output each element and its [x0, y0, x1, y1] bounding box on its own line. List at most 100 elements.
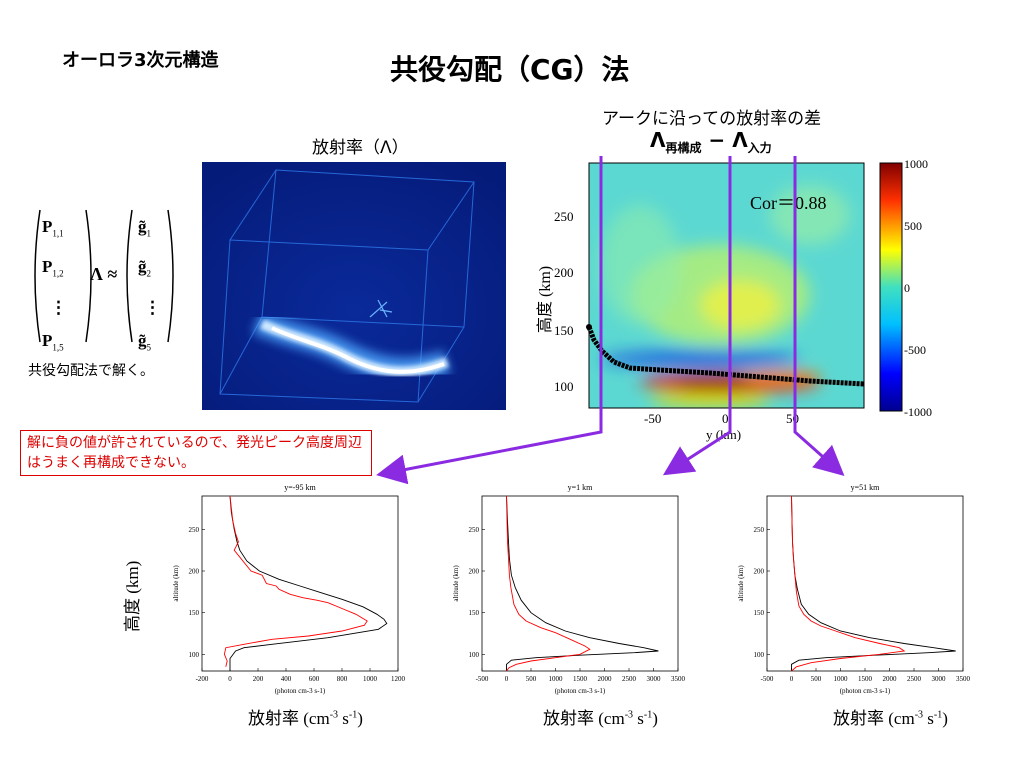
minus-sign: − [701, 128, 733, 152]
g-entry: g̃1 [138, 217, 151, 239]
plot-frame [481, 495, 679, 672]
emission-unit-2: 放射率 (cm-3 s-1) [543, 709, 658, 728]
x-tick-label: 200 [253, 675, 264, 683]
topic-heading: オーロラ3次元構造 [62, 50, 219, 71]
profile-line-red [791, 495, 906, 672]
correlation-text: Cor＝0.88 [750, 193, 827, 213]
xtick: 50 [786, 411, 799, 426]
map-ylabel: 高度 (km) [536, 266, 554, 333]
profile-line-black [229, 495, 388, 671]
x-tick-label: 500 [526, 675, 537, 683]
y-tick-label: 250 [189, 526, 200, 534]
x-tick-label: 1000 [363, 675, 378, 683]
plot-frame [766, 495, 964, 672]
difference-map: 250 200 150 100 -50 0 50 y (km) Cor＝0.88… [536, 157, 932, 442]
profile-chart-3: y=51 km -500 0 500 1000 1500 2000 2500 3000 3500 1… [737, 483, 971, 695]
y-axis-label: altitude (km) [737, 565, 745, 602]
x-tick-label: -200 [196, 675, 209, 683]
warning-note: 解に負の値が許されているので、発光ピーク高度周辺はうまく再構成できない。 [20, 430, 372, 476]
x-tick-label: 400 [281, 675, 292, 683]
p-entry: ⋮ [50, 297, 67, 317]
g-vector: g̃1 g̃2 ⋮ g̃5 [138, 210, 161, 364]
xtick: 0 [722, 411, 729, 426]
colorbar-tick: 1000 [904, 157, 928, 171]
colorbar-tick: 0 [904, 281, 910, 295]
lambda-symbol-2: Λ [732, 128, 748, 152]
x-tick-label: 1200 [391, 675, 406, 683]
x-tick-label: 3000 [647, 675, 662, 683]
ytick: 200 [554, 265, 574, 280]
g-entry: ⋮ [144, 297, 161, 317]
profile-line-red [506, 495, 591, 672]
x-tick-label: -500 [476, 675, 489, 683]
matrix-equation: P1,1 P1,2 ⋮ P1,5 Λ ≈ g̃1 g̃2 ⋮ g̃5 [28, 206, 178, 352]
chart-title: y=1 km [568, 483, 594, 492]
colorbar-tick: -500 [904, 343, 926, 357]
emission-label: 放射率（Λ） [312, 138, 409, 158]
equation-brackets [34, 209, 174, 343]
p-entry: P1,1 [42, 217, 64, 239]
profile-line-red [223, 495, 368, 667]
ytick: 250 [554, 209, 574, 224]
x-tick-label: 500 [811, 675, 822, 683]
colorbar [879, 162, 903, 412]
y-tick-label: 150 [189, 609, 200, 617]
profile-line-black [506, 495, 659, 671]
x-tick-label: 3000 [932, 675, 947, 683]
ytick: 150 [554, 323, 574, 338]
y-tick-label: 200 [189, 568, 200, 576]
x-tick-label: 1000 [834, 675, 849, 683]
map-xlabel: y (km) [706, 427, 741, 442]
chart-title: y=51 km [851, 483, 881, 492]
p-entry: P1,5 [42, 330, 64, 353]
colorbar-tick: -1000 [904, 405, 932, 419]
lambda-operator: Λ ≈ [90, 264, 118, 284]
g-entry: g̃2 [138, 257, 151, 279]
x-axis-label: (photon cm-3 s-1) [555, 687, 606, 695]
x-tick-label: 1500 [573, 675, 588, 683]
plot-frame [201, 495, 399, 672]
y-tick-label: 100 [189, 651, 200, 659]
p-vector: P1,1 P1,2 ⋮ P1,5 [42, 210, 67, 364]
y-tick-label: 150 [469, 609, 480, 617]
x-tick-label: 2000 [598, 675, 613, 683]
y-tick-label: 150 [754, 609, 765, 617]
altitude-label: 高度 (km) [123, 560, 142, 632]
x-tick-label: 0 [228, 675, 232, 683]
x-tick-label: 1500 [858, 675, 873, 683]
aurora-3d-image [202, 162, 506, 410]
y-axis-label: altitude (km) [452, 565, 460, 602]
x-tick-label: 3500 [956, 675, 971, 683]
x-axis-label: (photon cm-3 s-1) [840, 687, 891, 695]
slide-title: 共役勾配（CG）法 [390, 53, 630, 86]
x-tick-label: 600 [309, 675, 320, 683]
lambda-symbol: Λ [650, 128, 666, 152]
xtick: -50 [644, 411, 661, 426]
x-tick-label: 2500 [907, 675, 922, 683]
x-tick-label: 2500 [622, 675, 637, 683]
profile-chart-1: y=-95 km -200 0 200 400 600 800 1000 1200 100 150 2… [172, 483, 406, 695]
emission-unit-1: 放射率 (cm-3 s-1) [248, 709, 363, 728]
input-sub: 入力 [747, 141, 772, 155]
y-tick-label: 250 [754, 526, 765, 534]
x-tick-label: 800 [337, 675, 348, 683]
y-tick-label: 250 [469, 526, 480, 534]
p-entry: P1,2 [42, 257, 64, 279]
x-tick-label: 2000 [883, 675, 898, 683]
y-tick-label: 200 [754, 568, 765, 576]
colorbar-tick: 500 [904, 219, 922, 233]
solve-text: 共役勾配法で解く。 [28, 363, 154, 379]
y-tick-label: 200 [469, 568, 480, 576]
ytick: 100 [554, 379, 574, 394]
x-tick-label: 3500 [671, 675, 686, 683]
x-tick-label: -500 [761, 675, 774, 683]
x-tick-label: 0 [790, 675, 794, 683]
x-tick-label: 1000 [549, 675, 564, 683]
y-tick-label: 100 [469, 651, 480, 659]
x-axis-label: (photon cm-3 s-1) [275, 687, 326, 695]
x-tick-label: 0 [505, 675, 509, 683]
profile-chart-2: y=1 km -500 0 500 1000 1500 2000 2500 3000 3500 10… [452, 483, 686, 695]
diff-formula: Λ再構成 − Λ入力 [650, 128, 772, 156]
reconstructed-sub: 再構成 [665, 141, 702, 155]
y-axis-label: altitude (km) [172, 565, 180, 602]
